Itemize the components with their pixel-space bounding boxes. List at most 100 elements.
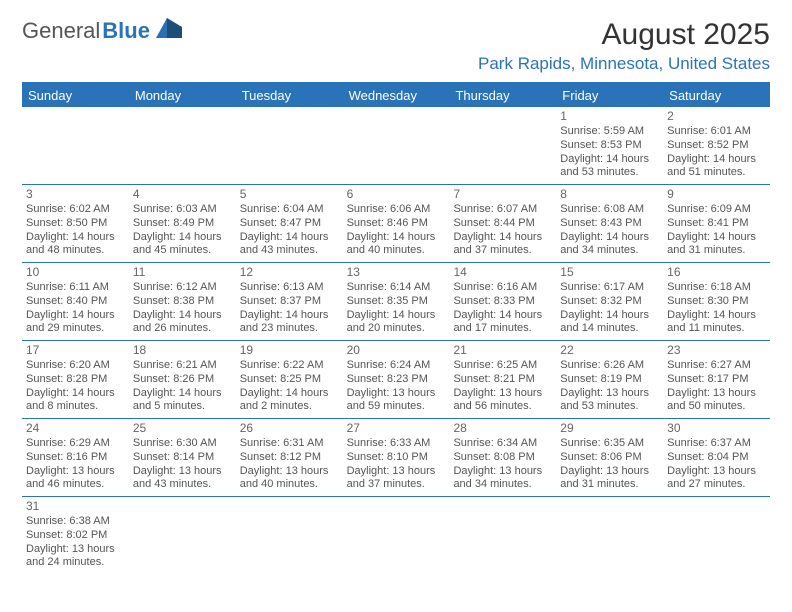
sunset-text: Sunset: 8:16 PM bbox=[26, 451, 125, 465]
sunrise-text: Sunrise: 6:13 AM bbox=[240, 281, 339, 295]
sunset-text: Sunset: 8:33 PM bbox=[453, 295, 552, 309]
logo-text-1: General bbox=[22, 18, 100, 44]
day-cell: 21Sunrise: 6:25 AMSunset: 8:21 PMDayligh… bbox=[449, 341, 556, 418]
empty-cell bbox=[236, 107, 343, 184]
sunset-text: Sunset: 8:14 PM bbox=[133, 451, 232, 465]
day-cell: 4Sunrise: 6:03 AMSunset: 8:49 PMDaylight… bbox=[129, 185, 236, 262]
sunrise-text: Sunrise: 6:27 AM bbox=[667, 359, 766, 373]
day-cell: 17Sunrise: 6:20 AMSunset: 8:28 PMDayligh… bbox=[22, 341, 129, 418]
daylight-text: Daylight: 14 hours and 48 minutes. bbox=[26, 231, 125, 259]
sunset-text: Sunset: 8:12 PM bbox=[240, 451, 339, 465]
daylight-text: Daylight: 14 hours and 17 minutes. bbox=[453, 309, 552, 337]
sunset-text: Sunset: 8:43 PM bbox=[560, 217, 659, 231]
sunset-text: Sunset: 8:17 PM bbox=[667, 373, 766, 387]
daylight-text: Daylight: 13 hours and 31 minutes. bbox=[560, 465, 659, 493]
title-block: August 2025 Park Rapids, Minnesota, Unit… bbox=[478, 18, 770, 74]
daylight-text: Daylight: 14 hours and 26 minutes. bbox=[133, 309, 232, 337]
day-cell: 3Sunrise: 6:02 AMSunset: 8:50 PMDaylight… bbox=[22, 185, 129, 262]
sunrise-text: Sunrise: 6:37 AM bbox=[667, 437, 766, 451]
daylight-text: Daylight: 14 hours and 34 minutes. bbox=[560, 231, 659, 259]
sunrise-text: Sunrise: 6:35 AM bbox=[560, 437, 659, 451]
day-header: Thursday bbox=[449, 84, 556, 107]
day-cell: 8Sunrise: 6:08 AMSunset: 8:43 PMDaylight… bbox=[556, 185, 663, 262]
sunset-text: Sunset: 8:21 PM bbox=[453, 373, 552, 387]
day-header: Wednesday bbox=[343, 84, 450, 107]
daylight-text: Daylight: 14 hours and 37 minutes. bbox=[453, 231, 552, 259]
daylight-text: Daylight: 13 hours and 40 minutes. bbox=[240, 465, 339, 493]
day-number: 15 bbox=[560, 265, 659, 280]
week-row: 17Sunrise: 6:20 AMSunset: 8:28 PM Dayligh… bbox=[22, 341, 770, 419]
day-number: 12 bbox=[240, 265, 339, 280]
day-cell: 12Sunrise: 6:13 AMSunset: 8:37 PMDayligh… bbox=[236, 263, 343, 340]
daylight-text: Daylight: 14 hours and 14 minutes. bbox=[560, 309, 659, 337]
day-number: 1 bbox=[560, 109, 659, 124]
daylight-text: Daylight: 14 hours and 31 minutes. bbox=[667, 231, 766, 259]
day-number: 17 bbox=[26, 343, 125, 358]
day-cell: 11Sunrise: 6:12 AMSunset: 8:38 PMDayligh… bbox=[129, 263, 236, 340]
sunrise-text: Sunrise: 6:21 AM bbox=[133, 359, 232, 373]
sunset-text: Sunset: 8:04 PM bbox=[667, 451, 766, 465]
day-cell: 26Sunrise: 6:31 AMSunset: 8:12 PMDayligh… bbox=[236, 419, 343, 496]
day-header-row: SundayMondayTuesdayWednesdayThursdayFrid… bbox=[22, 84, 770, 107]
day-number: 6 bbox=[347, 187, 446, 202]
sunrise-text: Sunrise: 6:25 AM bbox=[453, 359, 552, 373]
sunrise-text: Sunrise: 6:38 AM bbox=[26, 515, 125, 529]
day-cell: 19Sunrise: 6:22 AMSunset: 8:25 PMDayligh… bbox=[236, 341, 343, 418]
daylight-text: Daylight: 13 hours and 46 minutes. bbox=[26, 465, 125, 493]
day-number: 16 bbox=[667, 265, 766, 280]
empty-cell bbox=[556, 497, 663, 574]
sunrise-text: Sunrise: 6:03 AM bbox=[133, 203, 232, 217]
day-cell: 25Sunrise: 6:30 AMSunset: 8:14 PMDayligh… bbox=[129, 419, 236, 496]
day-number: 23 bbox=[667, 343, 766, 358]
sunrise-text: Sunrise: 6:20 AM bbox=[26, 359, 125, 373]
sunset-text: Sunset: 8:52 PM bbox=[667, 139, 766, 153]
day-number: 26 bbox=[240, 421, 339, 436]
day-header: Tuesday bbox=[236, 84, 343, 107]
day-number: 28 bbox=[453, 421, 552, 436]
day-cell: 31Sunrise: 6:38 AMSunset: 8:02 PMDayligh… bbox=[22, 497, 129, 574]
day-cell: 24Sunrise: 6:29 AMSunset: 8:16 PMDayligh… bbox=[22, 419, 129, 496]
sunrise-text: Sunrise: 6:33 AM bbox=[347, 437, 446, 451]
day-cell: 18Sunrise: 6:21 AMSunset: 8:26 PMDayligh… bbox=[129, 341, 236, 418]
daylight-text: Daylight: 14 hours and 2 minutes. bbox=[240, 387, 339, 415]
week-row: 31Sunrise: 6:38 AMSunset: 8:02 PMDayligh… bbox=[22, 497, 770, 574]
daylight-text: Daylight: 13 hours and 27 minutes. bbox=[667, 465, 766, 493]
empty-cell bbox=[449, 497, 556, 574]
sunset-text: Sunset: 8:41 PM bbox=[667, 217, 766, 231]
day-cell: 6Sunrise: 6:06 AMSunset: 8:46 PMDaylight… bbox=[343, 185, 450, 262]
daylight-text: Daylight: 14 hours and 40 minutes. bbox=[347, 231, 446, 259]
sunrise-text: Sunrise: 6:08 AM bbox=[560, 203, 659, 217]
day-cell: 30Sunrise: 6:37 AMSunset: 8:04 PMDayligh… bbox=[663, 419, 770, 496]
day-number: 22 bbox=[560, 343, 659, 358]
sunset-text: Sunset: 8:53 PM bbox=[560, 139, 659, 153]
day-cell: 9Sunrise: 6:09 AMSunset: 8:41 PMDaylight… bbox=[663, 185, 770, 262]
sunset-text: Sunset: 8:32 PM bbox=[560, 295, 659, 309]
sunrise-text: Sunrise: 6:02 AM bbox=[26, 203, 125, 217]
day-cell: 16Sunrise: 6:18 AMSunset: 8:30 PMDayligh… bbox=[663, 263, 770, 340]
sunset-text: Sunset: 8:25 PM bbox=[240, 373, 339, 387]
sunset-text: Sunset: 8:50 PM bbox=[26, 217, 125, 231]
day-cell: 2Sunrise: 6:01 AMSunset: 8:52 PMDaylight… bbox=[663, 107, 770, 184]
sunrise-text: Sunrise: 6:24 AM bbox=[347, 359, 446, 373]
sunrise-text: Sunrise: 6:30 AM bbox=[133, 437, 232, 451]
day-number: 20 bbox=[347, 343, 446, 358]
day-cell: 13Sunrise: 6:14 AMSunset: 8:35 PMDayligh… bbox=[343, 263, 450, 340]
sunrise-text: Sunrise: 6:18 AM bbox=[667, 281, 766, 295]
sunrise-text: Sunrise: 6:12 AM bbox=[133, 281, 232, 295]
empty-cell bbox=[449, 107, 556, 184]
day-cell: 29Sunrise: 6:35 AMSunset: 8:06 PMDayligh… bbox=[556, 419, 663, 496]
day-cell: 14Sunrise: 6:16 AMSunset: 8:33 PMDayligh… bbox=[449, 263, 556, 340]
empty-cell bbox=[343, 497, 450, 574]
sunset-text: Sunset: 8:28 PM bbox=[26, 373, 125, 387]
daylight-text: Daylight: 14 hours and 20 minutes. bbox=[347, 309, 446, 337]
location: Park Rapids, Minnesota, United States bbox=[478, 54, 770, 74]
daylight-text: Daylight: 13 hours and 34 minutes. bbox=[453, 465, 552, 493]
day-header: Sunday bbox=[22, 84, 129, 107]
sunset-text: Sunset: 8:30 PM bbox=[667, 295, 766, 309]
day-cell: 28Sunrise: 6:34 AMSunset: 8:08 PMDayligh… bbox=[449, 419, 556, 496]
day-header: Monday bbox=[129, 84, 236, 107]
day-number: 29 bbox=[560, 421, 659, 436]
sunrise-text: Sunrise: 6:26 AM bbox=[560, 359, 659, 373]
day-number: 9 bbox=[667, 187, 766, 202]
empty-cell bbox=[129, 497, 236, 574]
